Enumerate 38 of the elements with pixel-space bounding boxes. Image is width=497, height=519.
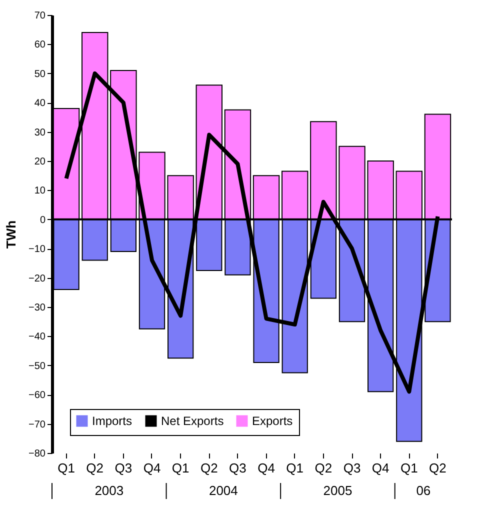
- x-tick-label: Q4: [372, 460, 390, 476]
- y-tick-label: −20: [28, 273, 46, 284]
- y-tick-label: 0: [40, 214, 46, 226]
- x-tick-label: Q1: [286, 460, 304, 476]
- y-tick-label: 20: [34, 156, 46, 168]
- text: 06: [416, 483, 431, 498]
- x-tick-label: Q3: [229, 460, 246, 476]
- y-tick-label: −40: [28, 332, 46, 343]
- y-tick-label: −30: [28, 302, 46, 314]
- text: 2005: [323, 483, 352, 498]
- legend-label: Exports: [252, 414, 293, 428]
- x-tick-label: Q2: [429, 460, 446, 476]
- y-tick-label: 10: [34, 186, 46, 197]
- legend-label: Net Exports: [161, 414, 224, 428]
- y-tick-label: 30: [34, 127, 46, 138]
- y-tick-label: −50: [28, 360, 46, 372]
- x-tick-label: Q4: [143, 460, 161, 476]
- x-tick-label: Q3: [343, 460, 361, 476]
- y-tick-label: −60: [28, 390, 46, 402]
- x-tick-label: Q1: [400, 460, 418, 476]
- x-tick-label: Q2: [314, 460, 332, 476]
- x-tick-label: Q2: [86, 460, 104, 476]
- y-tick-label: 40: [34, 98, 46, 110]
- text: 2003: [94, 483, 124, 498]
- y-tick-label: −80: [28, 448, 46, 460]
- y-tick-label: 50: [34, 68, 46, 80]
- y-tick-label: 60: [34, 40, 46, 51]
- y-axis-title: TWh: [4, 220, 19, 249]
- legend-label: Imports: [92, 414, 132, 428]
- y-tick-label: −10: [28, 244, 46, 256]
- x-tick-label: Q1: [172, 460, 190, 476]
- x-tick-label: Q3: [114, 460, 132, 476]
- x-tick-label: Q2: [200, 460, 218, 476]
- y-tick-label: 70: [34, 10, 46, 22]
- x-tick-label: Q1: [58, 460, 75, 476]
- x-tick-label: Q4: [258, 460, 275, 476]
- text: 2004: [208, 483, 238, 498]
- y-tick-label: −70: [28, 419, 46, 430]
